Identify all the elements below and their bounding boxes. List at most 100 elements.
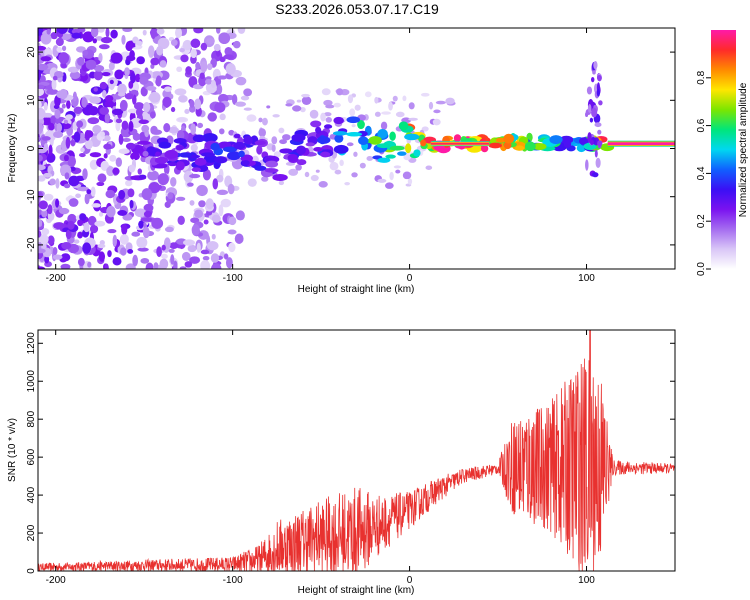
spectrogram-cell [304,171,310,178]
spectrogram-cell [174,88,187,96]
spectrogram-cell [38,154,43,162]
spectrogram-cell [108,62,115,71]
spectrogram-cell [46,152,56,163]
spectrogram-cell [49,178,56,186]
spectrogram-cell [99,81,108,90]
spectrogram-cell [194,157,207,166]
spectrogram-cell [66,100,71,109]
y-tick-label: 600 [26,448,37,465]
spectrogram-cell [359,162,366,169]
spectrogram-cell [315,126,322,134]
spectrogram-cell [149,111,156,119]
spectrogram-cell [167,126,179,134]
spectrogram-cell [55,117,64,123]
spectrogram-cell [198,75,207,87]
spectrogram-cell [285,103,293,107]
spectrogram-cell [38,84,45,90]
spectrogram-cell [103,153,108,159]
spectrogram-cell [85,59,97,70]
spectrogram-cell [177,117,187,122]
spectrogram-cell [353,151,358,157]
spectrogram-cell [591,172,599,178]
spectrogram-cell [124,93,134,100]
spectrogram-cell [169,242,179,250]
spectrogram-cell [63,183,71,189]
spectrogram-cell [121,120,129,131]
spectrogram-cell [41,209,48,218]
spectrogram-cell [149,91,161,103]
spectrogram-cell [218,32,231,45]
spectrogram-cell [593,61,598,70]
spectrogram-cell [55,178,60,189]
spectrogram-cell [38,219,43,227]
spectrogram-cell [163,122,171,133]
spectrogram-cell [72,91,77,102]
spectrogram-cell [107,250,112,258]
spectrogram-cell [201,152,215,157]
spectrogram-cell [587,104,592,113]
spectrogram-cell [310,120,322,128]
spectrogram-cell [100,207,107,212]
spectrogram-cell [232,40,241,49]
spectrogram-cell [318,180,328,188]
spectrogram-cell [432,118,441,126]
spectrogram-cell [140,217,153,222]
spectrogram-cell [296,99,302,103]
spectrogram-cell [148,182,161,194]
spectrogram-cell [114,69,124,80]
spectrogram-cell [104,100,115,108]
spectrogram-cell [67,155,76,168]
spectrogram-cell [38,248,46,254]
spectrogram-cell [135,107,143,117]
spectrogram-cell [38,266,46,269]
spectrogram-cell [77,56,85,66]
spectrogram-cell [594,149,598,158]
spectrogram-cell [143,210,152,218]
spectrogram-cell [210,263,222,269]
colorbar-gradient [711,30,736,269]
spectrogram-cell [228,216,237,226]
spectrogram-cell [179,266,187,269]
spectrogram-cell [90,186,96,197]
spectrogram-cell [532,142,547,150]
spectrogram-cell [39,234,49,245]
spectrogram-cell [515,145,525,151]
spectrogram-cell [97,243,106,249]
spectrogram-cell [393,165,402,169]
spectrogram-cell [106,205,116,218]
spectrogram-cell [112,257,122,266]
spectrogram-cell [206,37,215,45]
spectrogram-cell [177,215,185,225]
spectrogram-cell [129,199,134,209]
y-tick-label: -20 [26,237,37,252]
spectrogram-cell [68,198,79,207]
spectrogram-cell [325,104,335,109]
spectrogram-cell [53,222,66,230]
spectrogram-cell [258,117,263,123]
spectrogram-cell [193,28,204,34]
colorbar-ticks: 0.0 0.2 0.4 0.6 0.8 [696,70,711,276]
spectrogram-cell [334,134,344,143]
spectrogram-cell [61,257,67,263]
spectrogram-cell [168,248,175,253]
spectrogram-cell [58,207,70,215]
spectrogram-cell [125,41,133,52]
spectrogram-cell [287,153,298,162]
colorbar-tick-label: 0.6 [696,118,707,132]
spectrogram-cell [597,129,602,135]
spectrogram-cell [203,155,218,163]
spectrogram-cell [77,186,90,192]
spectrogram-cell [107,229,117,234]
spectrogram-cell [38,87,45,97]
spectrogram-cell [119,234,129,245]
spectrogram-cell [146,146,156,156]
spectrogram-cell [187,182,194,187]
spectrogram-cell [313,146,323,152]
spectrogram-cell [41,136,51,141]
spectrogram-cell [344,181,350,186]
y-tick-label: 0 [26,568,37,574]
spectrogram-cell [154,151,161,157]
spectrogram-cell [170,176,177,187]
spectrogram-cell [164,226,174,233]
spectrogram-cell [47,204,53,215]
